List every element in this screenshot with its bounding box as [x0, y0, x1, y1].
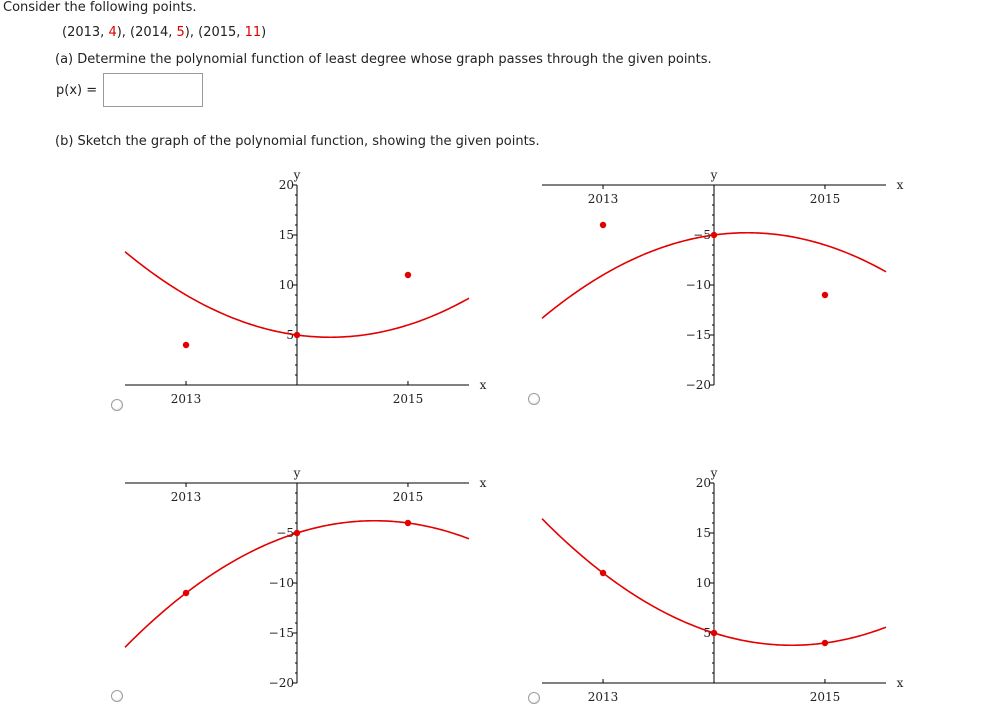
y-tick-label: 10 — [696, 576, 711, 590]
part-b-prompt: (b) Sketch the graph of the polynomial f… — [55, 134, 540, 149]
y-tick-label: −10 — [686, 278, 711, 292]
data-point-1 — [599, 569, 607, 577]
y-axis-label: y — [710, 466, 718, 480]
x-tick-label: 2015 — [393, 490, 424, 504]
y-tick-label: 10 — [279, 278, 294, 292]
y-tick-label: 15 — [696, 526, 711, 540]
graph-option-4-radio[interactable] — [528, 692, 540, 704]
y-axis-label: y — [293, 466, 301, 480]
x-axis-label: x — [897, 178, 904, 192]
polynomial-answer-input[interactable] — [103, 73, 203, 107]
y-tick-label: −10 — [269, 576, 294, 590]
y-tick-label: 20 — [279, 178, 294, 192]
point-1-y: 4 — [108, 25, 117, 40]
data-point-3 — [821, 291, 829, 299]
y-tick-label: −15 — [686, 328, 711, 342]
x-tick-label: 2015 — [810, 192, 841, 206]
point-2-y: 5 — [176, 25, 185, 40]
x-axis-label: x — [897, 676, 904, 690]
point-3-x: 2015 — [203, 25, 237, 40]
graph-option-1: 5 10 15 20 2013 2015 x y — [124, 168, 487, 406]
x-axis-label: x — [480, 378, 487, 392]
y-tick-label: −5 — [693, 228, 711, 242]
data-point-1 — [599, 221, 607, 229]
y-axis-label: y — [293, 168, 301, 182]
data-point-2 — [710, 231, 718, 239]
data-point-2 — [293, 331, 301, 339]
part-a-prompt: (a) Determine the polynomial function of… — [55, 52, 712, 67]
x-axis-label: x — [480, 476, 487, 490]
x-tick-label: 2013 — [171, 490, 202, 504]
data-point-3 — [404, 271, 412, 279]
data-point-1 — [182, 341, 190, 349]
data-point-1 — [182, 589, 190, 597]
graph-option-1-radio[interactable] — [111, 399, 123, 411]
data-point-3 — [404, 519, 412, 527]
point-2-x: 2014 — [135, 25, 169, 40]
y-tick-label: 20 — [696, 476, 711, 490]
y-tick-label: 15 — [279, 228, 294, 242]
point-3-y: 11 — [244, 25, 262, 40]
graph-option-3-radio[interactable] — [111, 690, 123, 702]
intro-text: Consider the following points. — [3, 0, 197, 15]
points-list: (2013, 4), (2014, 5), (2015, 11) — [62, 25, 267, 40]
x-tick-label: 2015 — [810, 690, 841, 704]
graph-option-4: 5 10 15 20 2013 2015 x y — [541, 466, 904, 704]
point-1-x: 2013 — [67, 25, 101, 40]
x-tick-label: 2015 — [393, 392, 424, 406]
graph-option-2: −5 −10 −15 −20 2013 2015 x y — [541, 168, 904, 392]
graph-option-2-radio[interactable] — [528, 393, 540, 405]
data-point-2 — [710, 629, 718, 637]
y-tick-label: 5 — [703, 626, 711, 640]
y-tick-label: 5 — [286, 328, 294, 342]
x-tick-label: 2013 — [171, 392, 202, 406]
x-tick-label: 2013 — [588, 192, 619, 206]
graph-option-3: −5 −10 −15 −20 2013 2015 x y — [124, 466, 487, 690]
data-point-2 — [293, 529, 301, 537]
y-axis-label: y — [710, 168, 718, 182]
answer-label: p(x) = — [56, 83, 98, 98]
y-tick-label: −15 — [269, 626, 294, 640]
y-tick-label: −20 — [269, 676, 294, 690]
y-tick-label: −5 — [276, 526, 294, 540]
y-tick-label: −20 — [686, 378, 711, 392]
x-tick-label: 2013 — [588, 690, 619, 704]
data-point-3 — [821, 639, 829, 647]
